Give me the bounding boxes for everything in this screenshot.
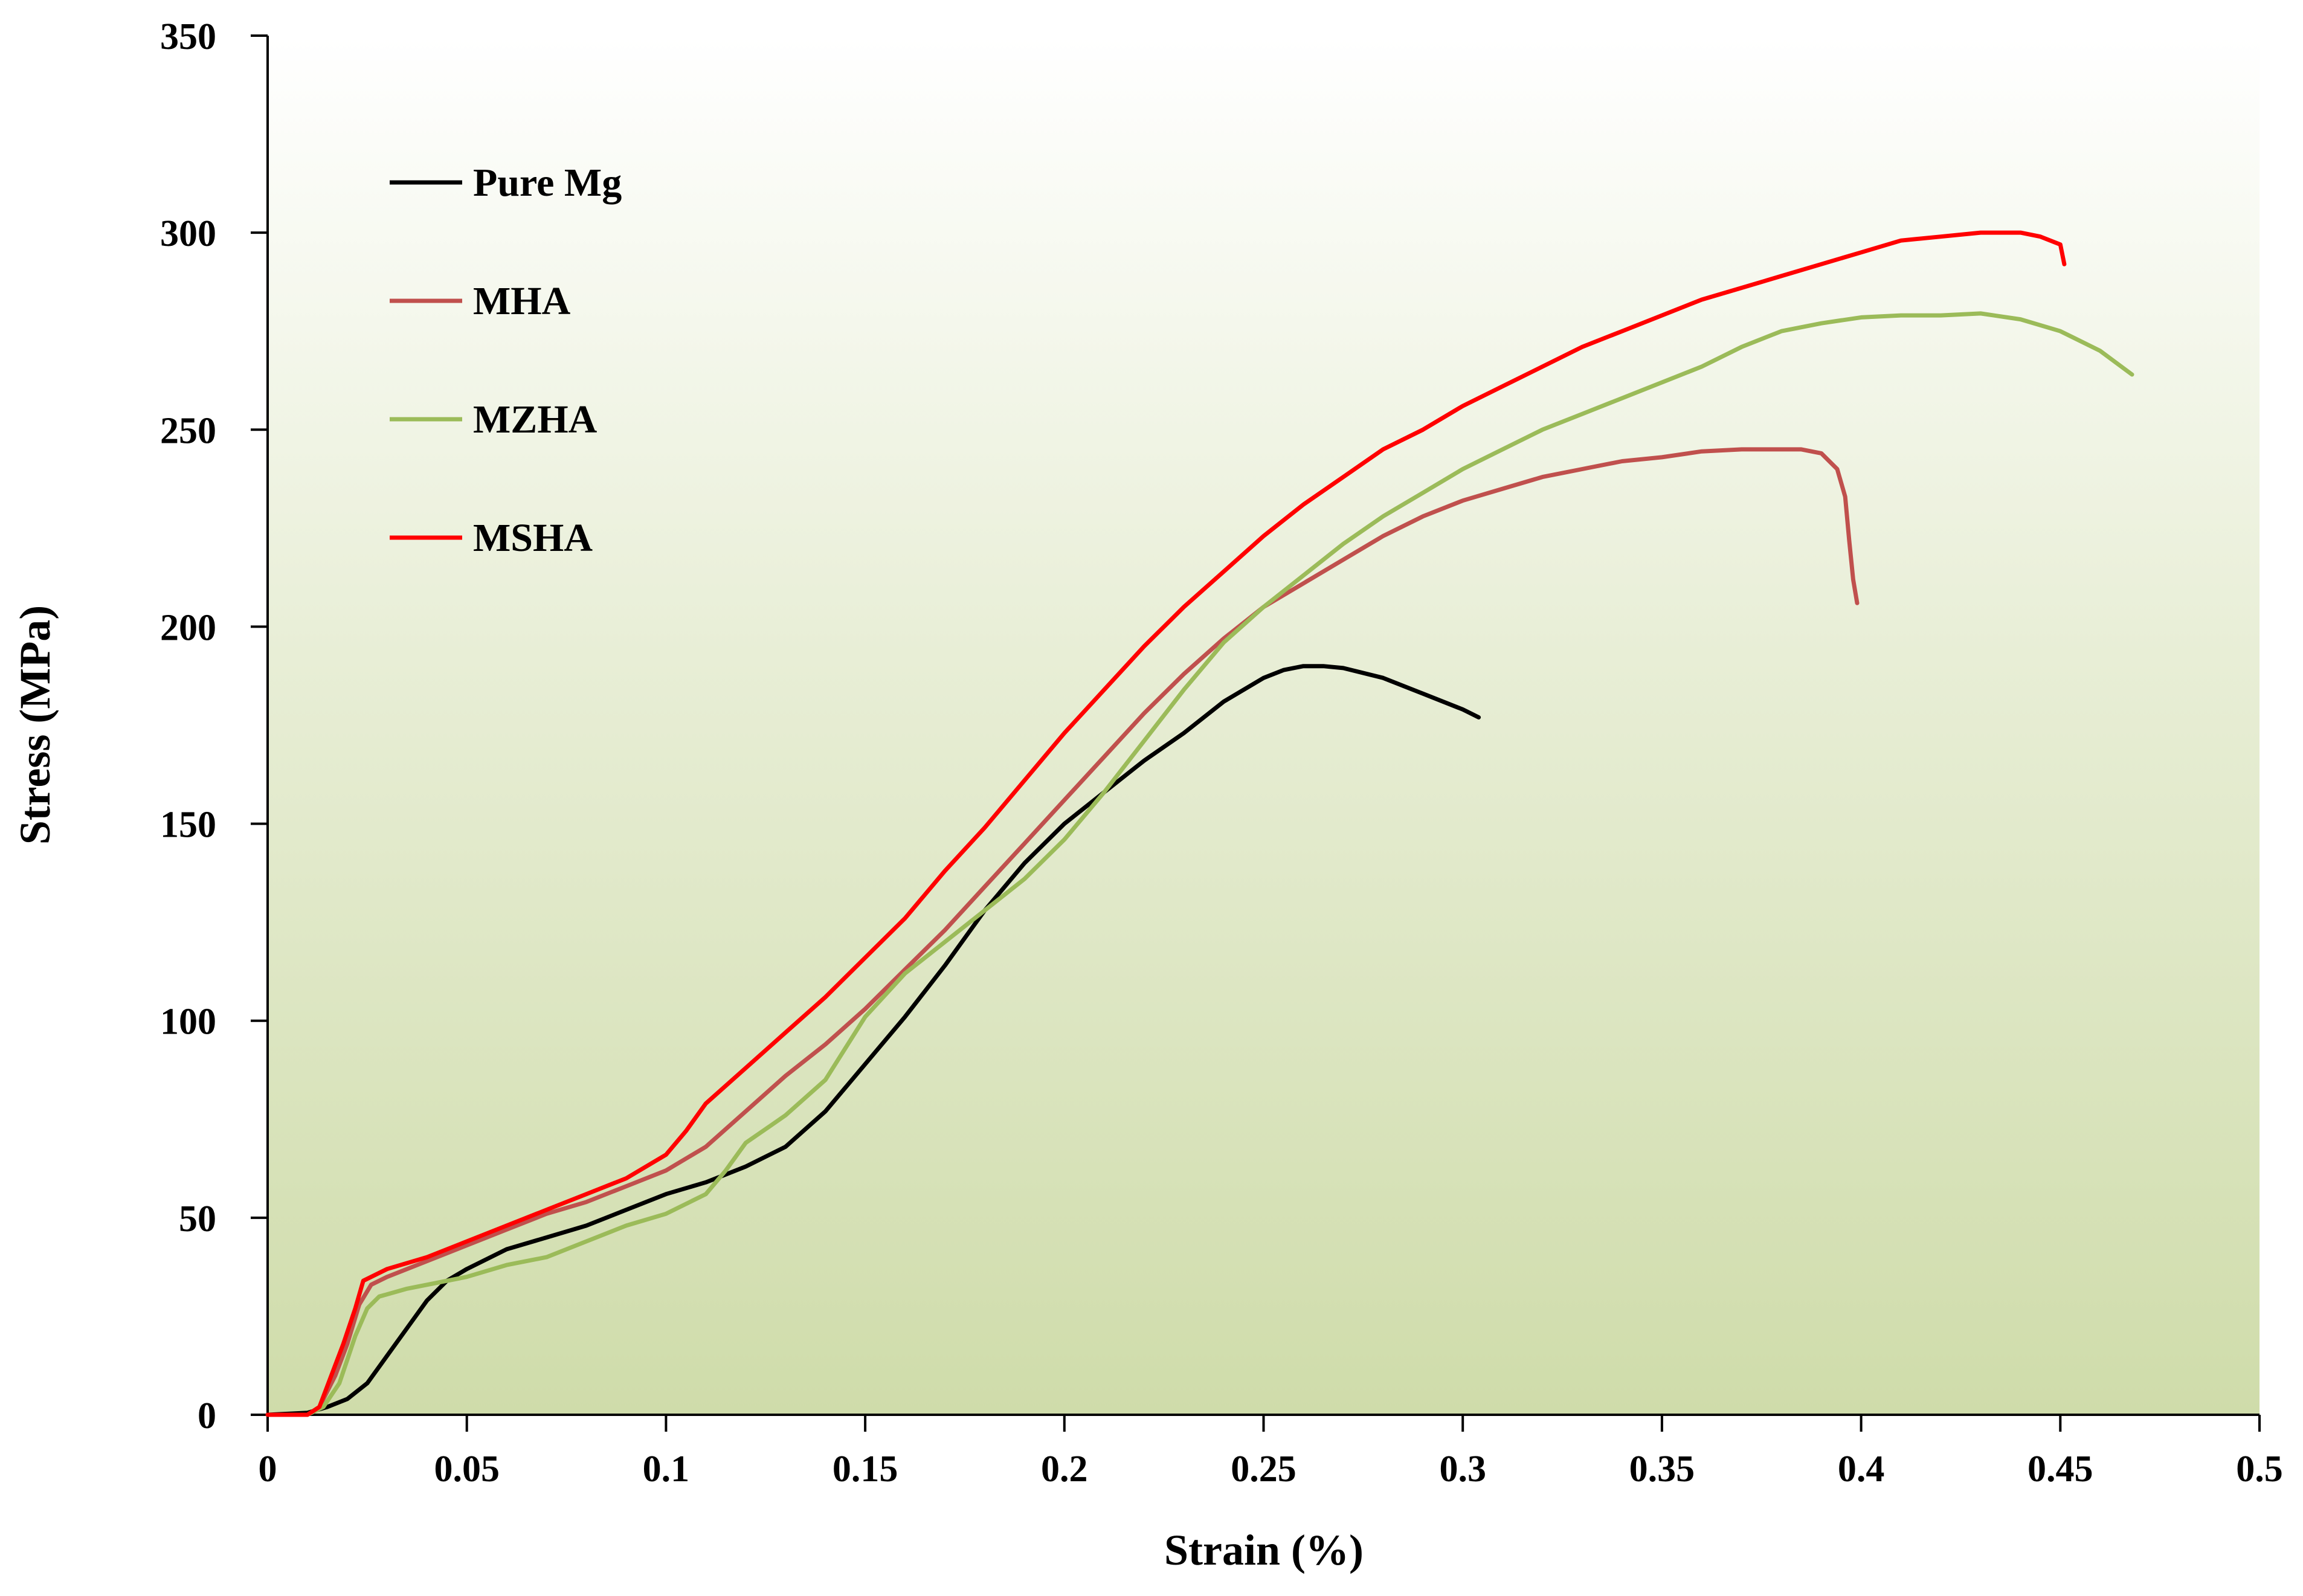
x-tick-label: 0 (259, 1449, 277, 1490)
y-tick-label: 350 (160, 16, 216, 57)
series-line-mha (265, 447, 1860, 1417)
legend: Pure Mg MHA MZHA MSHA (390, 161, 622, 560)
x-tick-label: 0.05 (434, 1449, 500, 1490)
plot-area (268, 36, 2260, 1415)
series-line-mzha (265, 311, 2134, 1417)
y-tick-label: 100 (160, 1002, 216, 1043)
x-axis-ticks: 0 0.05 0.1 0.15 0.2 0.25 0.3 0.35 0.4 0.45 0.5 (259, 1415, 2283, 1490)
series-line-pure-mg (265, 664, 1481, 1417)
legend-label-msha: MSHA (473, 516, 593, 560)
y-axis-title: Stress (MPa) (11, 605, 59, 845)
x-tick-label: 0.1 (643, 1449, 690, 1490)
x-axis-title: Strain (%) (1164, 1526, 1364, 1574)
series-lines (265, 230, 2134, 1417)
x-tick-label: 0.2 (1041, 1449, 1088, 1490)
legend-label-mzha: MZHA (473, 397, 597, 442)
y-tick-label: 150 (160, 805, 216, 846)
x-tick-label: 0.3 (1439, 1449, 1486, 1490)
y-tick-label: 50 (179, 1199, 216, 1240)
y-tick-label: 0 (198, 1395, 216, 1437)
y-axis-ticks: 0 50 100 150 200 250 300 350 (160, 16, 268, 1437)
y-tick-label: 300 (160, 213, 216, 254)
x-tick-label: 0.4 (1838, 1449, 1885, 1490)
y-tick-label: 200 (160, 607, 216, 648)
x-tick-label: 0.25 (1231, 1449, 1296, 1490)
x-tick-label: 0.5 (2236, 1449, 2283, 1490)
legend-label-mha: MHA (473, 279, 571, 323)
x-tick-label: 0.15 (833, 1449, 898, 1490)
y-tick-label: 250 (160, 410, 216, 451)
series-line-msha (265, 230, 2067, 1417)
x-tick-label: 0.45 (2028, 1449, 2093, 1490)
legend-label-pure-mg: Pure Mg (473, 161, 622, 205)
x-tick-label: 0.35 (1629, 1449, 1695, 1490)
